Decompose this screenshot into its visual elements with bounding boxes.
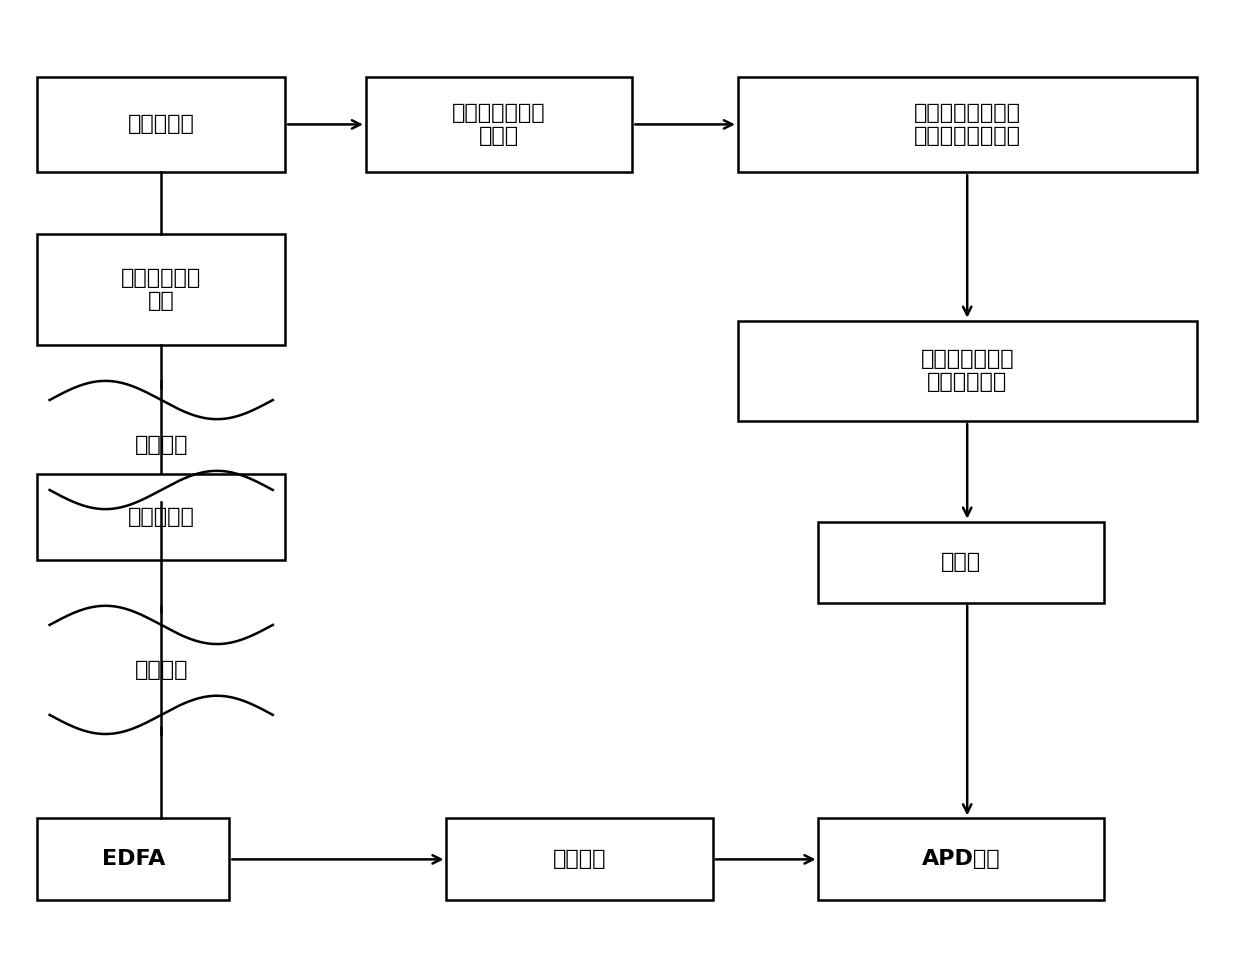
Text: EDFA: EDFA — [102, 849, 165, 869]
FancyBboxPatch shape — [446, 818, 713, 900]
Text: 对发射端参数实
施调整: 对发射端参数实 施调整 — [453, 102, 546, 146]
FancyBboxPatch shape — [818, 522, 1104, 603]
FancyBboxPatch shape — [738, 77, 1197, 172]
Text: 比较理论值与实测
值，计算指向误差: 比较理论值与实测 值，计算指向误差 — [914, 102, 1021, 146]
Text: APD阵列: APD阵列 — [921, 849, 1001, 869]
Text: 自由信道: 自由信道 — [134, 660, 188, 679]
Text: 自由信道: 自由信道 — [134, 435, 188, 455]
FancyBboxPatch shape — [37, 77, 285, 172]
Text: 激光发射端: 激光发射端 — [128, 115, 195, 134]
FancyBboxPatch shape — [366, 77, 632, 172]
Text: 计算机: 计算机 — [941, 552, 981, 572]
FancyBboxPatch shape — [37, 818, 229, 900]
Text: 准直与预瞄准
装置: 准直与预瞄准 装置 — [122, 268, 201, 311]
FancyBboxPatch shape — [818, 818, 1104, 900]
FancyBboxPatch shape — [738, 321, 1197, 421]
Text: 星载角反镜: 星载角反镜 — [128, 507, 195, 526]
Text: 汇聚装置: 汇聚装置 — [553, 849, 606, 869]
FancyBboxPatch shape — [37, 234, 285, 345]
FancyBboxPatch shape — [37, 474, 285, 560]
Text: 拟合高斯曲线并
确定峰值位置: 拟合高斯曲线并 确定峰值位置 — [920, 349, 1014, 392]
